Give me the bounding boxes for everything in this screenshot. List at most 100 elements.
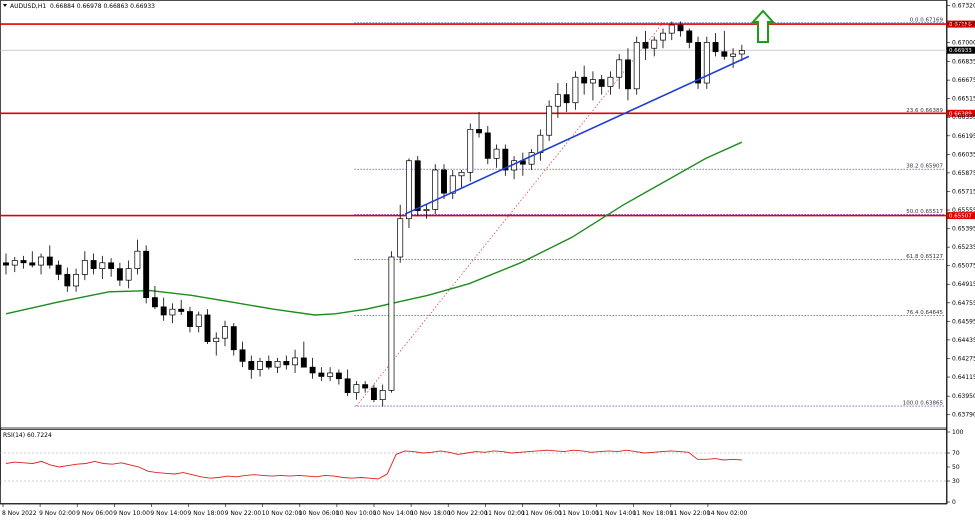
candle-body-bearish (344, 378, 351, 394)
candle (99, 255, 106, 280)
candle (195, 311, 202, 333)
candle-body-bullish (458, 171, 465, 177)
rsi-tick-label: 0 (952, 499, 956, 506)
candle-body-bearish (476, 129, 482, 134)
candle (423, 204, 430, 219)
candle-body-bearish (581, 76, 588, 84)
candle-body-bearish (686, 30, 693, 43)
candle-body-bearish (563, 94, 570, 104)
candle (467, 123, 474, 182)
candle-body-bearish (46, 256, 53, 266)
candle-body-bearish (414, 160, 421, 211)
price-tag-label: 0.65507 (949, 214, 972, 220)
candle-body-bullish (353, 384, 360, 394)
candle (108, 258, 115, 277)
candle (55, 260, 62, 281)
candle-body-bearish (695, 42, 701, 84)
candle (335, 369, 342, 385)
candle (589, 71, 596, 101)
candle-body-bearish (318, 372, 325, 377)
candle-body-bullish (668, 24, 675, 34)
candle (213, 332, 220, 356)
candle-body-bullish (537, 134, 544, 153)
candle (38, 253, 44, 275)
candle-body-bullish (572, 76, 579, 104)
candle-body-bullish (292, 357, 299, 366)
current-price-tag (947, 46, 975, 54)
candle (222, 320, 228, 347)
time-tick-label: 10 Nov 14:00 (373, 510, 414, 517)
dropdown-triangle-icon[interactable] (3, 4, 7, 7)
price-tick-label: 0.63950 (952, 393, 975, 400)
blue-trendline[interactable] (404, 55, 750, 215)
candle-body-bearish (143, 250, 150, 298)
candle-body-bearish (187, 311, 193, 327)
price-tag-label: 0.66389 (949, 111, 972, 117)
candle (406, 158, 412, 228)
candle (677, 21, 684, 37)
candle-body-bearish (484, 132, 491, 159)
candle (651, 36, 658, 57)
price-tick-label: 0.64755 (952, 300, 975, 307)
candle-body-bearish (178, 308, 185, 312)
candle (712, 33, 719, 57)
candle (11, 256, 18, 273)
candle (581, 65, 588, 95)
time-tick-label: 11 Nov 22:00 (670, 510, 711, 517)
candle-body-bullish (738, 50, 745, 55)
candle-body-bearish (721, 51, 728, 57)
candle-body-bullish (195, 314, 202, 327)
candle (362, 381, 369, 393)
candle (598, 74, 605, 95)
candle-body-bearish (265, 361, 272, 368)
candle (414, 156, 421, 217)
candle-body-bullish (134, 250, 141, 269)
time-tick-label: 9 Nov 22:00 (225, 510, 262, 517)
price-tick-label: 0.64115 (952, 374, 975, 381)
candle (143, 245, 150, 304)
candle (572, 71, 579, 110)
candle-body-bullish (493, 148, 500, 159)
candle-body-bearish (204, 314, 211, 343)
candle (20, 255, 27, 269)
moving-average-line (5, 141, 743, 316)
candle (239, 341, 246, 368)
candle-body-bullish (660, 32, 666, 41)
fib-level-label: 38.2 0.65907 (906, 164, 943, 170)
candle-body-bearish (230, 326, 237, 351)
candle-body-bearish (309, 366, 316, 374)
candle (309, 357, 316, 379)
candle (379, 384, 386, 407)
candle (46, 245, 53, 269)
candle-body-bearish (239, 349, 246, 362)
candle-body-bullish (406, 160, 412, 220)
price-tag (947, 212, 975, 220)
candle-body-bearish (335, 372, 342, 380)
candle (493, 144, 500, 168)
candle (397, 204, 404, 263)
price-tick-label: 0.67320 (952, 2, 975, 9)
price-tick-label: 0.65075 (952, 263, 975, 270)
candle (642, 30, 649, 60)
candle-body-bearish (441, 169, 447, 194)
price-tick-label: 0.64275 (952, 355, 975, 362)
candle (116, 262, 123, 286)
candle (703, 36, 710, 89)
green-up-arrow-icon (750, 9, 776, 43)
candle (625, 48, 631, 101)
candle-body-bullish (222, 326, 228, 339)
price-tick-label: 0.64435 (952, 337, 975, 344)
candle-body-bearish (160, 306, 167, 316)
candle-body-bearish (642, 42, 649, 49)
candle (283, 355, 290, 370)
candle (721, 30, 728, 60)
candle-body-bearish (598, 79, 605, 87)
time-tick-label: 10 Nov 10:00 (336, 510, 377, 517)
candle-body-bearish (248, 361, 255, 370)
price-tick-label: 0.63790 (952, 412, 975, 419)
candle-body-bearish (108, 262, 115, 269)
fib-level-label: 50.0 0.65517 (906, 209, 943, 215)
candle (125, 260, 132, 289)
candle-body-bullish (449, 175, 456, 194)
